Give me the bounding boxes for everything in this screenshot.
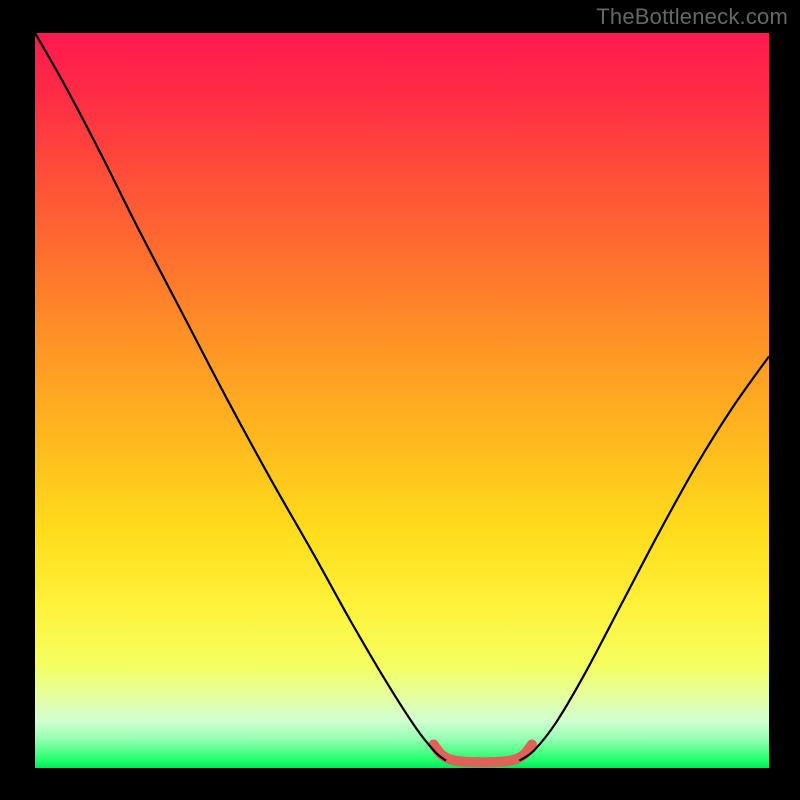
curve-left-branch	[35, 33, 446, 761]
plot-area	[35, 33, 769, 768]
bottleneck-curve	[35, 33, 769, 768]
chart-frame: TheBottleneck.com	[0, 0, 800, 800]
curve-right-branch	[519, 356, 769, 760]
valley-highlight	[434, 744, 532, 762]
watermark-text: TheBottleneck.com	[596, 4, 788, 30]
